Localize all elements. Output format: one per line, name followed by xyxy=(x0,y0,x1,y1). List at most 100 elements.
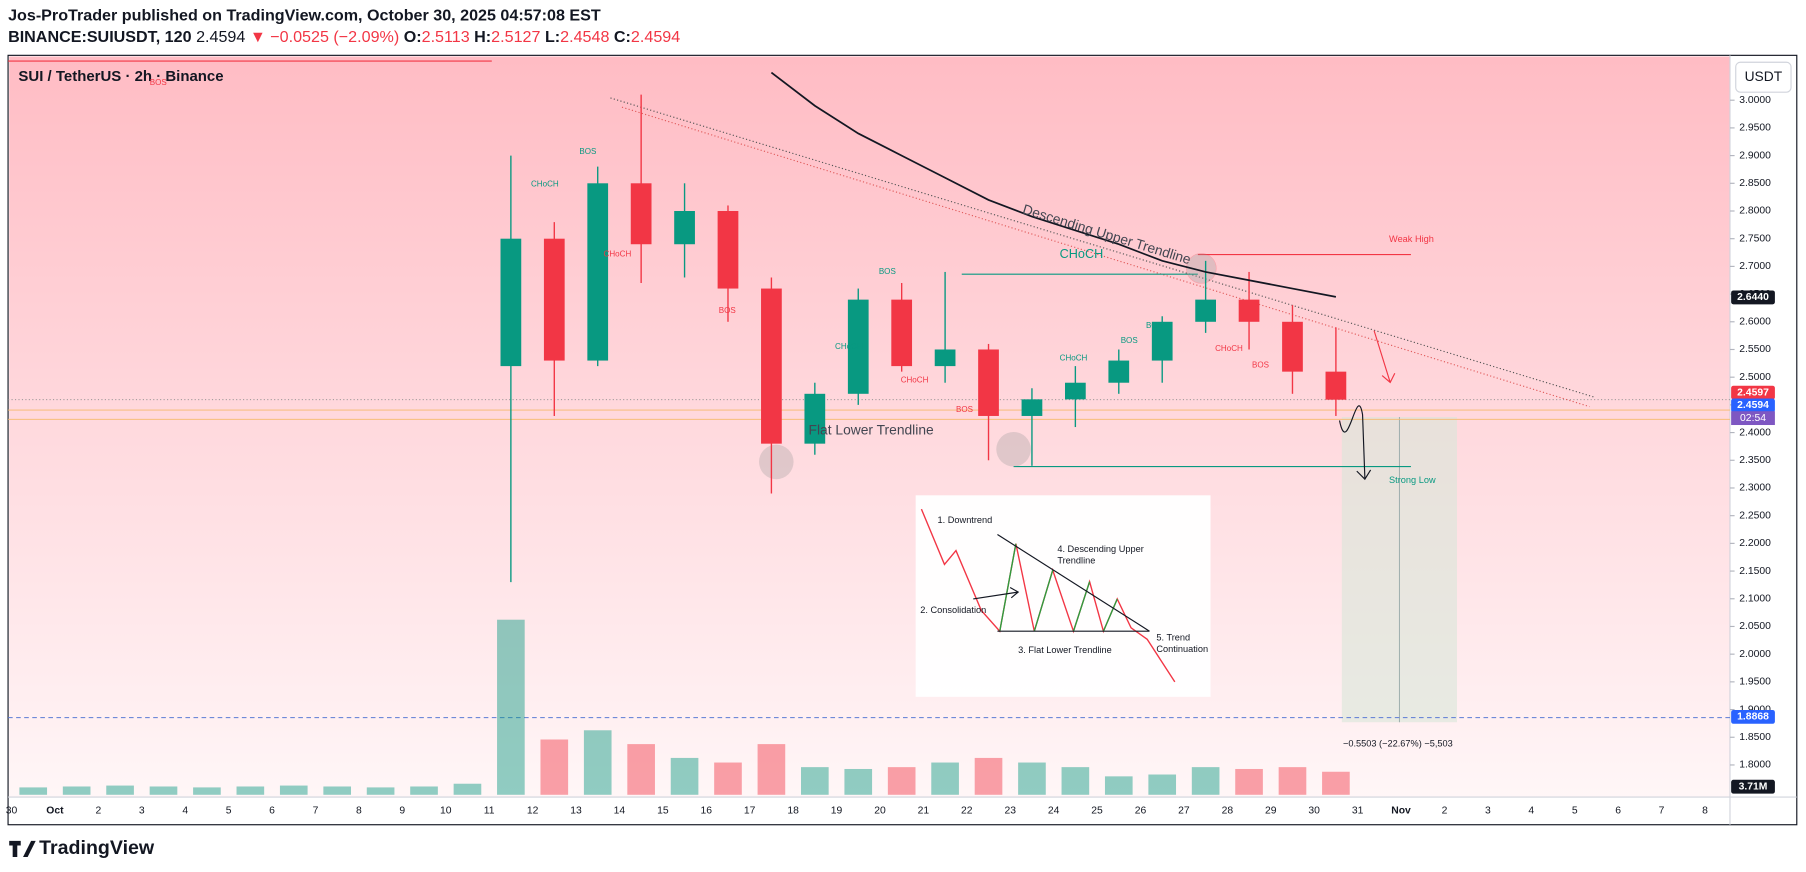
x-tick-label: 29 xyxy=(1265,806,1277,817)
y-tick-label: 2.1000 xyxy=(1739,594,1771,605)
y-tick-label: 2.8000 xyxy=(1739,206,1771,217)
x-tick-label: 12 xyxy=(527,806,539,817)
x-tick-label: 5 xyxy=(226,806,232,817)
arrow xyxy=(1373,330,1396,384)
volume-bar xyxy=(19,787,48,795)
trendline xyxy=(621,106,1590,408)
x-tick-label: 3 xyxy=(1485,806,1491,817)
ohlc-key: L: xyxy=(545,28,560,46)
candle-body xyxy=(1282,321,1303,372)
volume-bar xyxy=(1235,768,1263,795)
volume-bar xyxy=(627,744,655,795)
volume-bar xyxy=(1191,767,1220,795)
candle-body xyxy=(1151,321,1173,361)
x-tick-label: 6 xyxy=(269,806,275,817)
inset-pattern xyxy=(999,543,1118,632)
inset-trendline xyxy=(997,533,1150,632)
x-tick-label: 4 xyxy=(1528,806,1534,817)
ohlc-key: C: xyxy=(614,28,631,46)
x-tick-label: 2 xyxy=(1442,806,1448,817)
inset-label: 3. Flat Lower Trendline xyxy=(1018,645,1112,655)
x-tick-label: 16 xyxy=(701,806,713,817)
y-tick-label: 2.6000 xyxy=(1739,317,1771,328)
structure-label: BOS xyxy=(1121,336,1138,345)
x-tick-label: 8 xyxy=(1702,806,1708,817)
change: ▼ −0.0525 (−2.09%) xyxy=(250,28,399,46)
y-tick-label: 2.9500 xyxy=(1739,123,1771,134)
annotation: Strong Low xyxy=(1389,475,1436,485)
price-tag-label: 2.4597 xyxy=(1737,387,1769,398)
volume-bar xyxy=(1104,776,1133,795)
y-tick-label: 2.7000 xyxy=(1739,261,1771,272)
x-tick-label: 3 xyxy=(139,806,145,817)
ohlc-value: 2.5127 xyxy=(491,28,540,46)
x-tick-label: 14 xyxy=(614,806,626,817)
volume-bar xyxy=(1018,762,1046,795)
structure-label: CHoCH xyxy=(901,375,929,384)
volume-bar xyxy=(1148,774,1177,795)
x-tick-label: 21 xyxy=(918,806,930,817)
highlight-circle xyxy=(1186,253,1217,284)
y-tick-label: 2.2500 xyxy=(1739,510,1771,521)
chart-title: SUI / TetherUS · 2h · Binance xyxy=(18,68,223,85)
candle-body xyxy=(587,183,609,361)
last-price: 2.4594 xyxy=(196,28,245,46)
x-tick-label: 27 xyxy=(1178,806,1190,817)
candle-body xyxy=(804,393,826,444)
candle-body xyxy=(934,349,956,367)
x-tick-label: 20 xyxy=(874,806,886,817)
volume-bar xyxy=(714,762,742,795)
y-tick-label: 3.0000 xyxy=(1739,95,1771,106)
structure-label: BOS xyxy=(1146,321,1163,330)
x-tick-label: 10 xyxy=(440,806,452,817)
x-tick-label: 18 xyxy=(787,806,799,817)
x-tick-label: 5 xyxy=(1572,806,1578,817)
x-tick-label: Nov xyxy=(1391,806,1411,817)
inset-label: Continuation xyxy=(1156,644,1208,654)
y-tick-label: 2.7500 xyxy=(1739,233,1771,244)
volume-bar xyxy=(1278,767,1307,795)
y-tick-label: 2.0500 xyxy=(1739,621,1771,632)
volume-bar xyxy=(149,786,178,795)
x-tick-label: Oct xyxy=(46,806,64,817)
ohlc-key: O: xyxy=(404,28,422,46)
footer-logo: TradingView xyxy=(39,837,155,859)
currency-button[interactable] xyxy=(1735,61,1792,93)
trendline xyxy=(610,97,1596,398)
y-tick-label: 1.8500 xyxy=(1739,732,1771,743)
y-tick-label: 2.1500 xyxy=(1739,566,1771,577)
x-tick-label: 8 xyxy=(356,806,362,817)
highlight-circle xyxy=(996,431,1031,467)
candle-body xyxy=(1108,360,1130,383)
candle-body xyxy=(543,238,565,361)
inset-label: 4. Descending Upper xyxy=(1057,544,1143,554)
price-tag xyxy=(1731,290,1775,305)
price-tag xyxy=(1731,709,1775,724)
volume-bar xyxy=(757,744,786,795)
structure-label: CHoCH xyxy=(1215,344,1243,353)
x-tick-label: 19 xyxy=(831,806,843,817)
y-tick-label: 2.9000 xyxy=(1739,150,1771,161)
candle-body xyxy=(1021,399,1043,416)
volume-bar xyxy=(974,757,1003,795)
inset-label: 1. Downtrend xyxy=(938,515,993,525)
arrow xyxy=(1338,405,1372,481)
countdown-tag xyxy=(1731,411,1775,426)
volume-tag-label: 3.71M xyxy=(1739,781,1768,792)
structure-label: BOS xyxy=(1252,360,1269,369)
volume-bar xyxy=(887,767,916,795)
volume-bar xyxy=(366,787,395,795)
inset-label: Trendline xyxy=(1057,555,1095,565)
currency-label[interactable]: USDT xyxy=(1745,68,1783,84)
annotation: −0.5503 (−22.67%) −5,503 xyxy=(1343,739,1453,749)
volume-bar xyxy=(106,785,134,795)
volume-bar xyxy=(931,762,959,795)
structure-label: CHoCH xyxy=(1060,353,1088,362)
volume-bar xyxy=(1322,771,1350,795)
inset-label: 5. Trend xyxy=(1156,633,1190,643)
y-tick-label: 2.8500 xyxy=(1739,178,1771,189)
x-tick-label: 24 xyxy=(1048,806,1060,817)
x-tick-label: 9 xyxy=(399,806,405,817)
candle-body xyxy=(500,238,522,367)
